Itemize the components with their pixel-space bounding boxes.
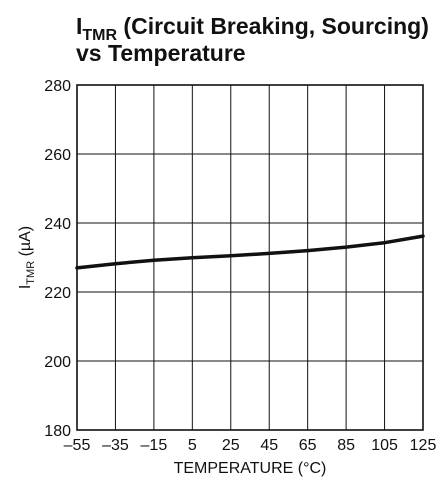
x-tick-label: –35 [102,437,129,454]
y-axis-label-rest: (µA) [17,226,34,261]
y-tick-label: 180 [44,423,71,440]
y-tick-label: 200 [44,354,71,371]
x-tick-label: 5 [188,437,197,454]
grid [76,84,424,431]
x-tick-label: –15 [141,437,168,454]
plot-frame [76,84,424,431]
series-line [75,234,425,270]
y-tick-label: 260 [44,147,71,164]
y-tick-label: 220 [44,285,71,302]
x-tick-label: 85 [337,437,355,454]
chart-title-line-2: vs Temperature [76,40,246,66]
x-tick-label: 105 [371,437,398,454]
y-axis-label-subscript: TMR [25,261,37,285]
x-tick-label: 65 [299,437,317,454]
data-series [75,234,425,270]
title-subscript: TMR [82,27,117,44]
y-tick-label: 240 [44,216,71,233]
chart-title-line-1: ITMR (Circuit Breaking, Sourcing) [76,13,429,44]
x-tick-label: –55 [64,437,91,454]
x-tick-label: 45 [260,437,278,454]
y-axis-label: ITMR (µA) [17,226,37,289]
x-tick-labels: –55 –35 –15 5 25 45 65 85 105 125 [64,437,437,454]
title-symbol: I [76,13,82,39]
y-axis-label-symbol: I [17,285,34,289]
x-tick-label: 25 [222,437,240,454]
x-tick-label: 125 [410,437,437,454]
y-tick-label: 280 [44,78,71,95]
x-axis-label: TEMPERATURE (°C) [174,460,327,477]
title-rest: (Circuit Breaking, Sourcing) [117,13,429,39]
y-tick-labels: 180 200 220 240 260 280 [44,78,71,440]
